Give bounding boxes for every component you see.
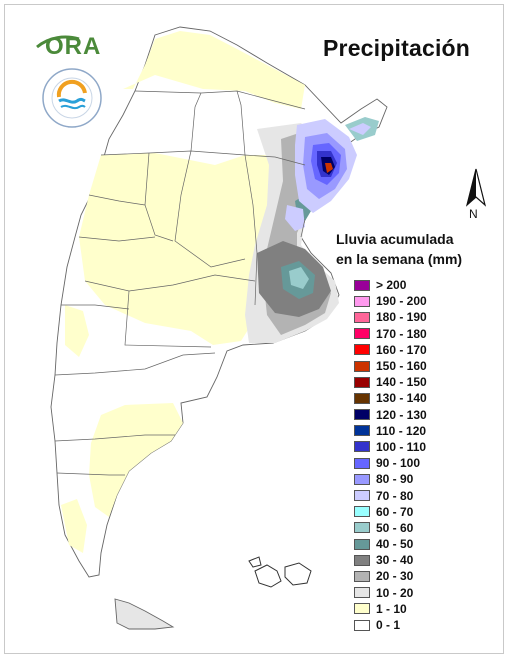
legend-swatch bbox=[354, 376, 370, 388]
legend-swatch bbox=[354, 490, 370, 502]
legend-swatch bbox=[354, 360, 370, 372]
legend-item: 90 - 100 bbox=[354, 455, 427, 471]
legend-swatch bbox=[354, 587, 370, 599]
legend-item: 160 - 170 bbox=[354, 342, 427, 358]
legend-item: 40 - 50 bbox=[354, 536, 427, 552]
legend-label: 1 - 10 bbox=[376, 601, 407, 616]
legend-label: 10 - 20 bbox=[376, 585, 414, 600]
rain-ne-heavy-areas bbox=[285, 117, 379, 231]
legend-label: 80 - 90 bbox=[376, 472, 414, 487]
legend-item: 100 - 110 bbox=[354, 439, 427, 455]
legend-item: 50 - 60 bbox=[354, 520, 427, 536]
legend-title-line1: Lluvia acumulada bbox=[336, 231, 454, 247]
legend-label: 110 - 120 bbox=[376, 423, 427, 438]
legend-swatch bbox=[354, 619, 370, 631]
legend-swatch bbox=[354, 441, 370, 453]
legend-swatch bbox=[354, 409, 370, 421]
legend-title: Lluvia acumulada en la semana (mm) bbox=[336, 229, 462, 269]
map-frame: ORA Precipitación N Lluvia acumulada en … bbox=[4, 4, 504, 654]
legend-label: 160 - 170 bbox=[376, 342, 427, 357]
legend-item: 30 - 40 bbox=[354, 552, 427, 568]
legend-item: 190 - 200 bbox=[354, 293, 427, 309]
legend-title-line2: en la semana (mm) bbox=[336, 251, 463, 267]
legend-swatch bbox=[354, 457, 370, 469]
legend-item: 80 - 90 bbox=[354, 471, 427, 487]
legend-swatch bbox=[354, 344, 370, 356]
legend-item: 170 - 180 bbox=[354, 326, 427, 342]
legend-label: 150 - 160 bbox=[376, 359, 427, 374]
legend-item: > 200 bbox=[354, 277, 427, 293]
legend-item: 140 - 150 bbox=[354, 374, 427, 390]
legend-label: 140 - 150 bbox=[376, 375, 427, 390]
legend-item: 1 - 10 bbox=[354, 601, 427, 617]
legend-label: 0 - 1 bbox=[376, 618, 401, 633]
legend-label: 190 - 200 bbox=[376, 294, 427, 309]
legend-swatch bbox=[354, 295, 370, 307]
rain-1-10mm-areas bbox=[61, 31, 305, 553]
legend-label: 180 - 190 bbox=[376, 310, 427, 325]
north-arrow-icon bbox=[465, 168, 487, 207]
legend: > 200 190 - 200 180 - 190 170 - 180 160 - 17… bbox=[354, 277, 427, 633]
rain-50-60mm-areas bbox=[289, 267, 309, 289]
legend-label: 120 - 130 bbox=[376, 407, 427, 422]
legend-item: 130 - 140 bbox=[354, 390, 427, 406]
legend-swatch bbox=[354, 392, 370, 404]
map-title: Precipitación bbox=[323, 35, 471, 61]
legend-item: 150 - 160 bbox=[354, 358, 427, 374]
malvinas-islands bbox=[248, 556, 312, 588]
legend-label: 50 - 60 bbox=[376, 520, 414, 535]
legend-swatch bbox=[354, 538, 370, 550]
legend-swatch bbox=[354, 311, 370, 323]
legend-label: 70 - 80 bbox=[376, 488, 414, 503]
legend-item: 70 - 80 bbox=[354, 487, 427, 503]
legend-label: > 200 bbox=[376, 278, 407, 293]
legend-swatch bbox=[354, 506, 370, 518]
legend-item: 110 - 120 bbox=[354, 423, 427, 439]
legend-item: 180 - 190 bbox=[354, 309, 427, 325]
legend-label: 40 - 50 bbox=[376, 537, 414, 552]
legend-label: 170 - 180 bbox=[376, 326, 427, 341]
legend-swatch bbox=[354, 603, 370, 615]
legend-item: 120 - 130 bbox=[354, 407, 427, 423]
legend-item: 20 - 30 bbox=[354, 568, 427, 584]
legend-swatch bbox=[354, 425, 370, 437]
legend-item: 60 - 70 bbox=[354, 504, 427, 520]
legend-item: 10 - 20 bbox=[354, 585, 427, 601]
legend-item: 0 - 1 bbox=[354, 617, 427, 633]
institution-seal bbox=[41, 67, 103, 129]
legend-label: 100 - 110 bbox=[376, 439, 427, 454]
legend-swatch bbox=[354, 570, 370, 582]
argentina-precipitation-map bbox=[50, 26, 388, 630]
province-borders bbox=[54, 90, 306, 476]
legend-label: 130 - 140 bbox=[376, 391, 427, 406]
seal-icon bbox=[42, 68, 102, 128]
legend-swatch bbox=[354, 279, 370, 291]
ora-swoosh-icon bbox=[36, 35, 80, 49]
north-label: N bbox=[469, 207, 478, 221]
legend-swatch bbox=[354, 328, 370, 340]
legend-label: 90 - 100 bbox=[376, 456, 421, 471]
legend-label: 20 - 30 bbox=[376, 569, 414, 584]
legend-label: 60 - 70 bbox=[376, 504, 414, 519]
ora-logo: ORA bbox=[35, 31, 105, 61]
legend-label: 30 - 40 bbox=[376, 553, 414, 568]
legend-swatch bbox=[354, 473, 370, 485]
ora-logo-text: ORA bbox=[45, 33, 102, 60]
legend-swatch bbox=[354, 554, 370, 566]
tierra-del-fuego bbox=[114, 598, 175, 630]
legend-swatch bbox=[354, 522, 370, 534]
